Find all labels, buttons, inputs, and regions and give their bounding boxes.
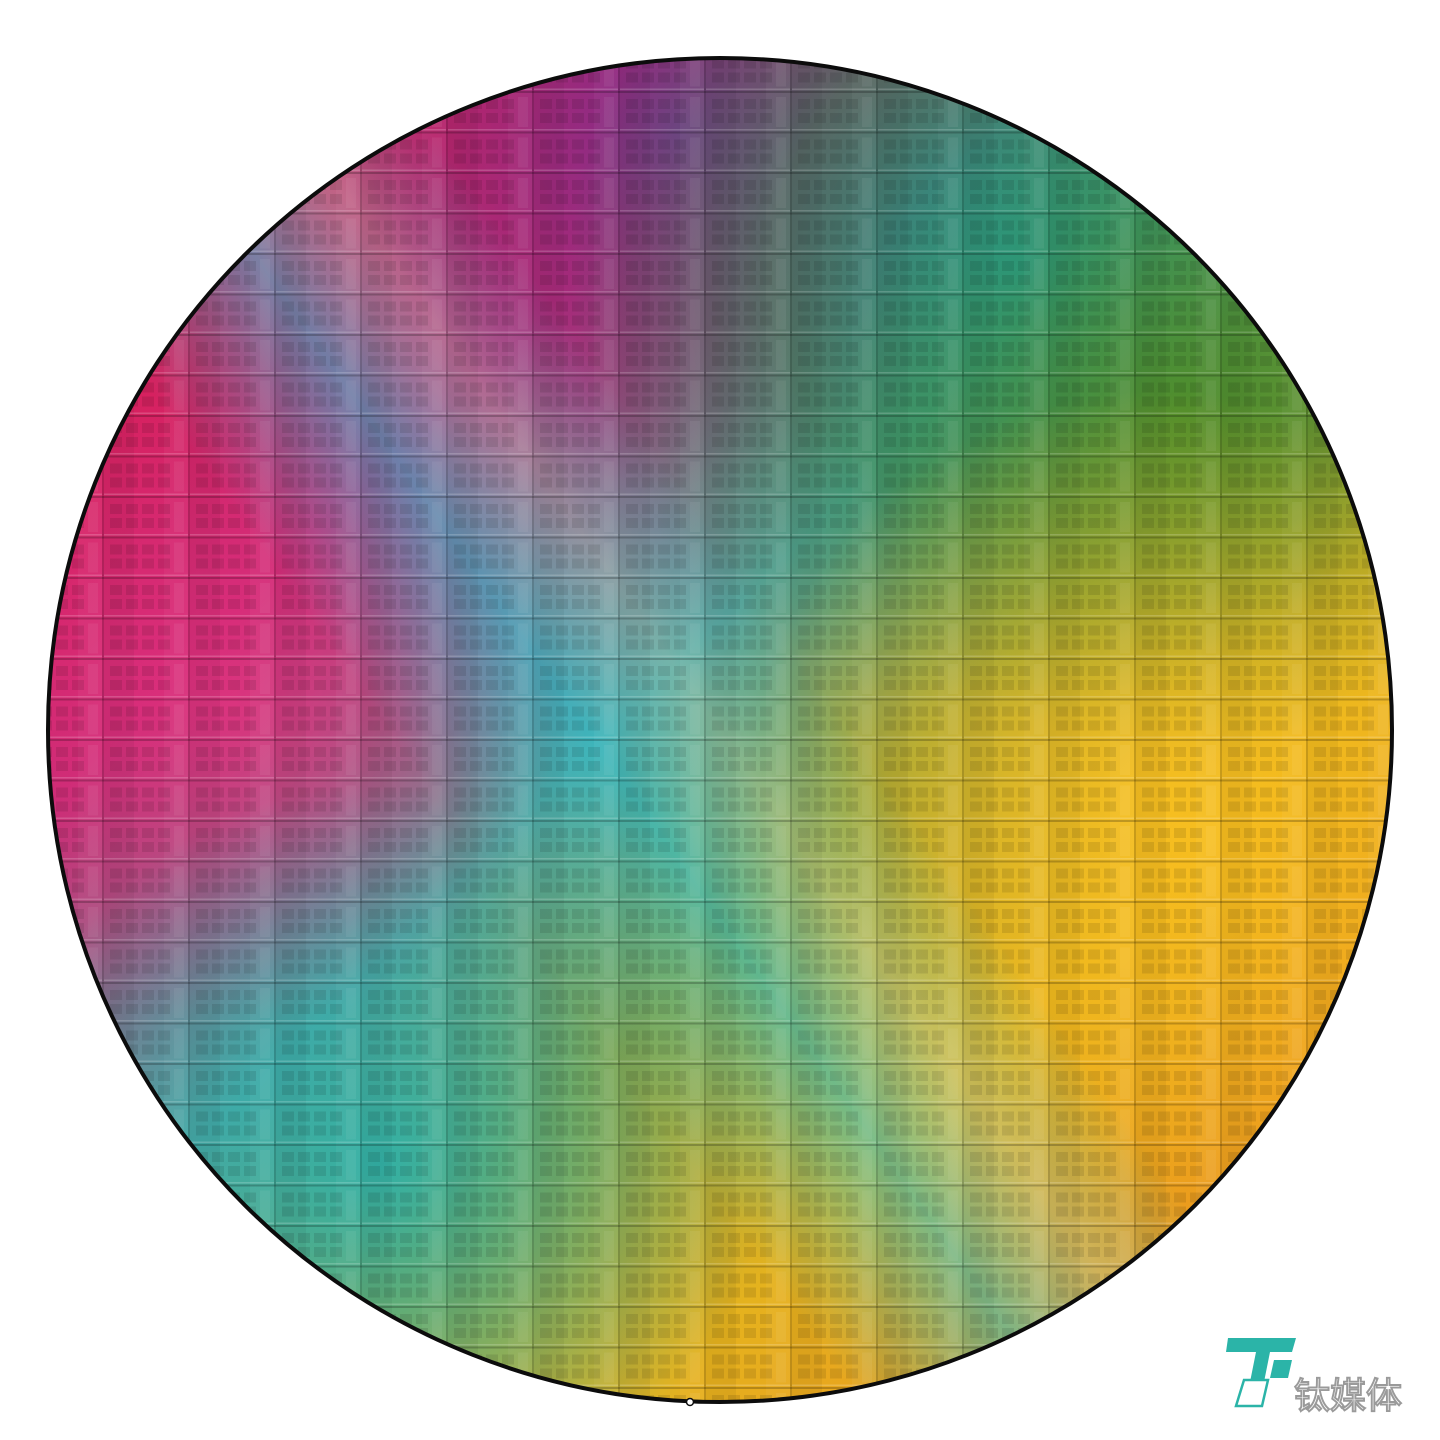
brand-latin: TMTPOST [1306, 1352, 1382, 1367]
tmtpost-logo: TMTPOST 钛媒体 [1226, 1338, 1402, 1417]
wafer-notch [685, 1397, 695, 1407]
wafer-surface [48, 58, 1392, 1402]
wafer-rim [46, 56, 1394, 1404]
die-grid [48, 58, 1392, 1402]
watermark: TMTPOST 钛媒体 [1222, 1334, 1422, 1418]
brand-cn: 钛媒体 [1294, 1376, 1402, 1417]
